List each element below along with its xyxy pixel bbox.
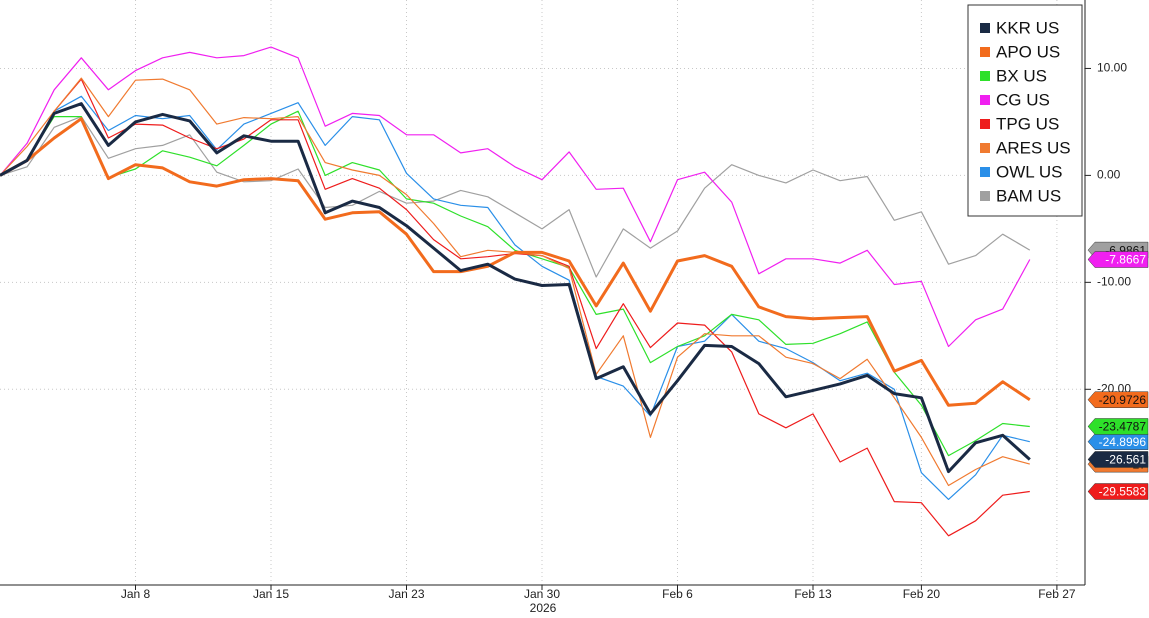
y-tick-label: -10.00 [1097, 275, 1131, 289]
legend-swatch [980, 95, 990, 105]
legend-swatch [980, 119, 990, 129]
x-tick-label: Feb 20 [903, 587, 941, 601]
legend-label: KKR US [996, 18, 1059, 37]
value-label: -23.4787 [1099, 420, 1147, 434]
legend-label: BX US [996, 66, 1047, 85]
value-label-box [1087, 483, 1149, 500]
x-tick-label: Jan 15 [253, 587, 289, 601]
series-line [0, 78, 1030, 537]
legend-label: BAM US [996, 186, 1061, 205]
series-line [0, 117, 1031, 407]
x-tick-label: Jan 23 [388, 587, 424, 601]
value-label: -29.5583 [1099, 485, 1147, 499]
value-label-box [1087, 251, 1149, 268]
value-label: -20.9726 [1099, 393, 1147, 407]
series-line [0, 77, 1030, 487]
legend-swatch [980, 23, 990, 33]
series-line [0, 110, 1030, 457]
value-label-box [1087, 451, 1149, 468]
legend-swatch [980, 167, 990, 177]
series-line [0, 102, 1031, 474]
legend-label: TPG US [996, 114, 1059, 133]
x-tick-label: Feb 6 [662, 587, 693, 601]
x-tick-label: Feb 13 [794, 587, 832, 601]
series-line [0, 46, 1031, 348]
x-tick-label: Feb 27 [1038, 587, 1076, 601]
x-tick-label: Jan 8 [121, 587, 151, 601]
x-tick-label: Jan 30 [524, 587, 560, 601]
legend-box [967, 4, 1083, 217]
value-label-box [1087, 391, 1149, 408]
legend-label: CG US [996, 90, 1050, 109]
value-label: -26.561 [1105, 453, 1146, 467]
value-label: -24.8996 [1099, 435, 1147, 449]
legend-swatch [980, 47, 990, 57]
value-label-box [1087, 418, 1149, 435]
series-line [0, 116, 1031, 278]
value-label: -7.8667 [1105, 253, 1146, 267]
legend-swatch [980, 143, 990, 153]
legend-label: APO US [996, 42, 1060, 61]
x-sublabel: 2026 [530, 601, 557, 615]
legend-label: ARES US [996, 138, 1071, 157]
value-label-box [1087, 433, 1149, 450]
y-tick-label: 0.00 [1097, 168, 1121, 182]
legend-label: OWL US [996, 162, 1062, 181]
y-tick-label: 10.00 [1097, 61, 1127, 75]
legend-swatch [980, 71, 990, 81]
legend-swatch [980, 191, 990, 201]
